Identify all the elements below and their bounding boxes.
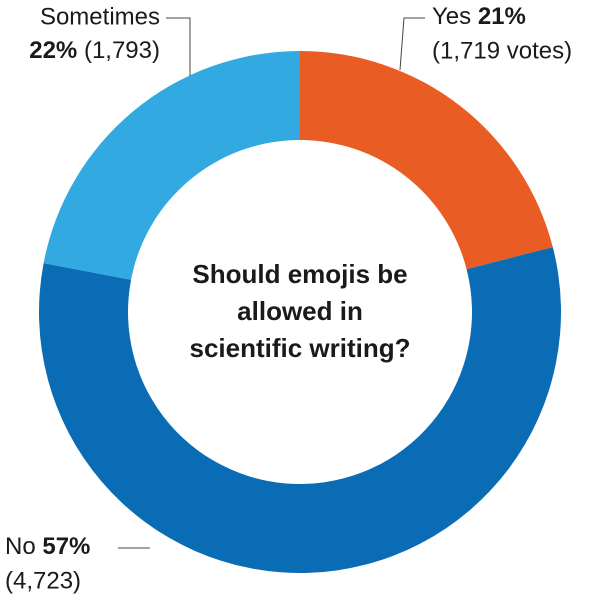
category-label: No — [5, 533, 36, 560]
leader-line — [166, 17, 191, 76]
slice-label: Yes 21% — [432, 3, 526, 30]
chart-title: Should emojis be allowed in scientific w… — [189, 259, 411, 363]
count-label: (1,719 votes) — [432, 37, 572, 64]
slice-label: 22% (1,793) — [29, 37, 160, 64]
value-label: 22% — [29, 37, 77, 64]
donut-slice — [39, 247, 562, 573]
value-label: 21% — [478, 3, 526, 30]
count-label: (4,723) — [5, 567, 81, 594]
donut-slice — [300, 51, 553, 270]
count-label: (1,793) — [84, 37, 160, 64]
value-label: 57% — [42, 533, 90, 560]
category-label: Yes — [432, 3, 471, 30]
leader-line — [399, 17, 425, 71]
slice-label: No 57% — [5, 533, 90, 560]
category-label: Sometimes — [40, 3, 160, 30]
donut-slice — [43, 51, 301, 280]
